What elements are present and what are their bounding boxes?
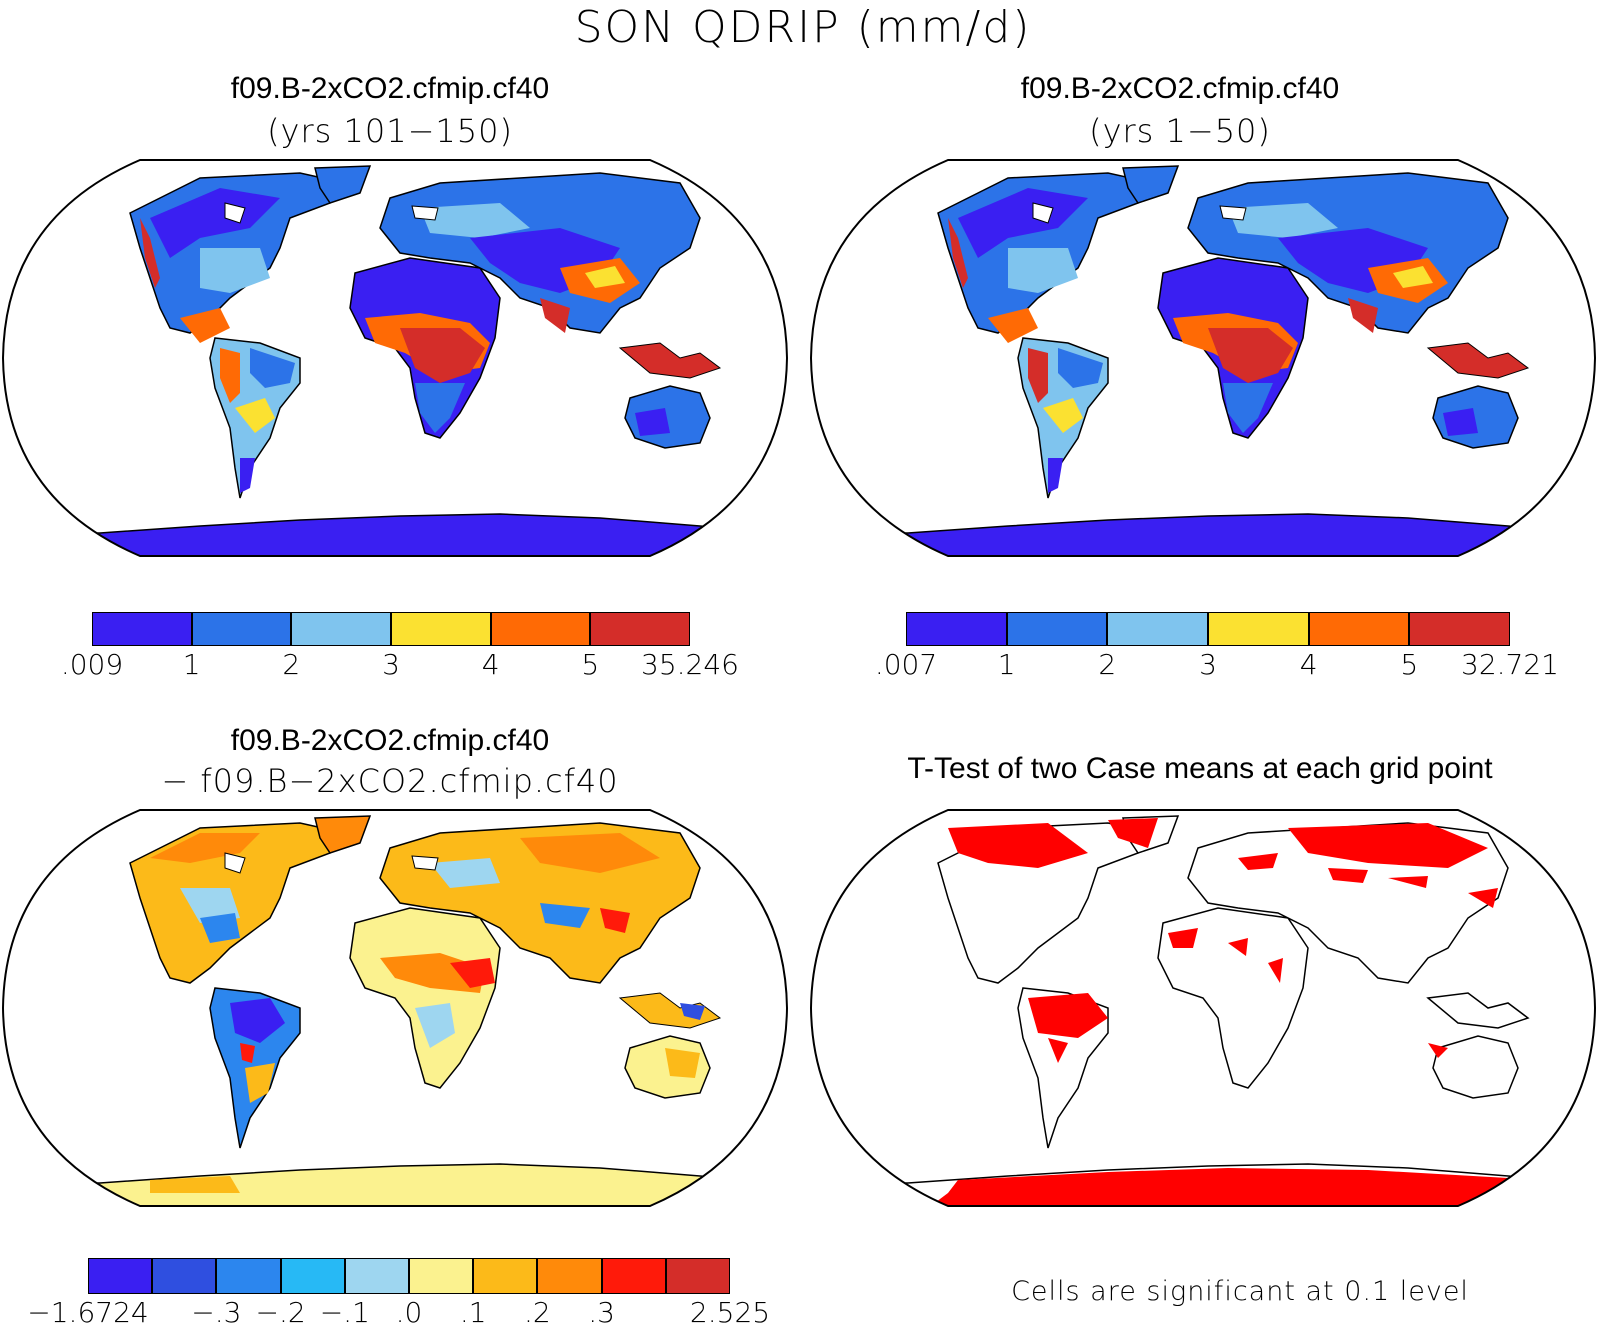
colorbar-label: 35.246 xyxy=(641,648,739,681)
colorbar-swatch xyxy=(490,612,591,646)
panel-1-map xyxy=(1,159,789,557)
colorbar-label: −1.6724 xyxy=(27,1296,149,1329)
colorbar-label: 32.721 xyxy=(1461,648,1559,681)
panel-2-subtitle: (yrs 1−50) xyxy=(1089,112,1271,150)
panel-1-title: f09.B-2xCO2.cfmip.cf40 xyxy=(230,72,550,105)
colorbar-swatch xyxy=(601,1258,666,1294)
colorbar-swatch xyxy=(537,1258,602,1294)
colorbar-label: −.3 xyxy=(191,1296,242,1329)
colorbar-swatch xyxy=(1409,612,1510,646)
panel-4-title: T-Test of two Case means at each grid po… xyxy=(907,752,1493,785)
colorbar-label: .1 xyxy=(459,1296,487,1329)
colorbar-swatch xyxy=(280,1258,345,1294)
colorbar-label: −.1 xyxy=(319,1296,370,1329)
greenland xyxy=(314,165,372,204)
colorbar-swatch xyxy=(291,612,391,646)
colorbar-swatch xyxy=(216,1258,281,1294)
panel-2-title: f09.B-2xCO2.cfmip.cf40 xyxy=(1020,72,1340,105)
colorbar-swatch xyxy=(344,1258,409,1294)
panel-3-title: f09.B-2xCO2.cfmip.cf40 xyxy=(230,724,550,757)
colorbar-label: 4 xyxy=(481,648,500,681)
colorbar-label: .009 xyxy=(60,648,124,681)
panel-3-subtitle: − f09.B−2xCO2.cfmip.cf40 xyxy=(161,762,619,800)
colorbar-swatch xyxy=(191,612,292,646)
colorbar-label: .2 xyxy=(524,1296,551,1329)
significance-note: Cells are significant at 0.1 level xyxy=(1011,1276,1469,1307)
colorbar-label: 3 xyxy=(382,648,400,681)
colorbar-swatch xyxy=(1208,612,1309,646)
panel-2-colorbar: .007 1 2 3 4 5 32.721 xyxy=(875,612,1559,681)
colorbar-label: 1 xyxy=(997,648,1016,681)
panel-4-map xyxy=(809,809,1597,1207)
figure-title: SON QDRIP (mm/d) xyxy=(574,2,1032,53)
panel-1-colorbar: .009 1 2 3 4 5 35.246 xyxy=(61,612,739,681)
colorbar-swatch xyxy=(906,612,1007,646)
colorbar-label: 3 xyxy=(1199,648,1217,681)
colorbar-swatch xyxy=(473,1258,538,1294)
colorbar-label: −.2 xyxy=(255,1296,306,1329)
panel-3-colorbar: −1.6724 −.3 −.2 −.1 .0 .1 .2 .3 2.525 xyxy=(27,1258,770,1329)
colorbar-swatch xyxy=(92,612,192,646)
panel-1-subtitle: (yrs 101−150) xyxy=(267,112,513,150)
colorbar-swatch xyxy=(1006,612,1108,646)
colorbar-swatch xyxy=(391,612,491,646)
colorbar-label: 2 xyxy=(282,648,301,681)
colorbar-swatch xyxy=(152,1258,217,1294)
colorbar-label: 5 xyxy=(581,648,600,681)
colorbar-label: 1 xyxy=(182,648,201,681)
colorbar-swatch xyxy=(1107,612,1208,646)
colorbar-label: 5 xyxy=(1400,648,1419,681)
colorbar-swatch xyxy=(590,612,690,646)
colorbar-label: 4 xyxy=(1299,648,1318,681)
colorbar-swatch xyxy=(1308,612,1410,646)
colorbar-label: 2 xyxy=(1098,648,1117,681)
colorbar-label: .0 xyxy=(395,1296,423,1329)
colorbar-swatch xyxy=(409,1258,474,1294)
colorbar-label: .3 xyxy=(588,1296,615,1329)
colorbar-swatch xyxy=(88,1258,153,1294)
panel-3-map xyxy=(1,809,789,1207)
colorbar-swatch xyxy=(665,1258,730,1294)
colorbar-label: 2.525 xyxy=(689,1296,771,1329)
colorbar-label: .007 xyxy=(874,648,938,681)
panel-2-map xyxy=(809,159,1597,557)
antarctica xyxy=(3,513,787,556)
